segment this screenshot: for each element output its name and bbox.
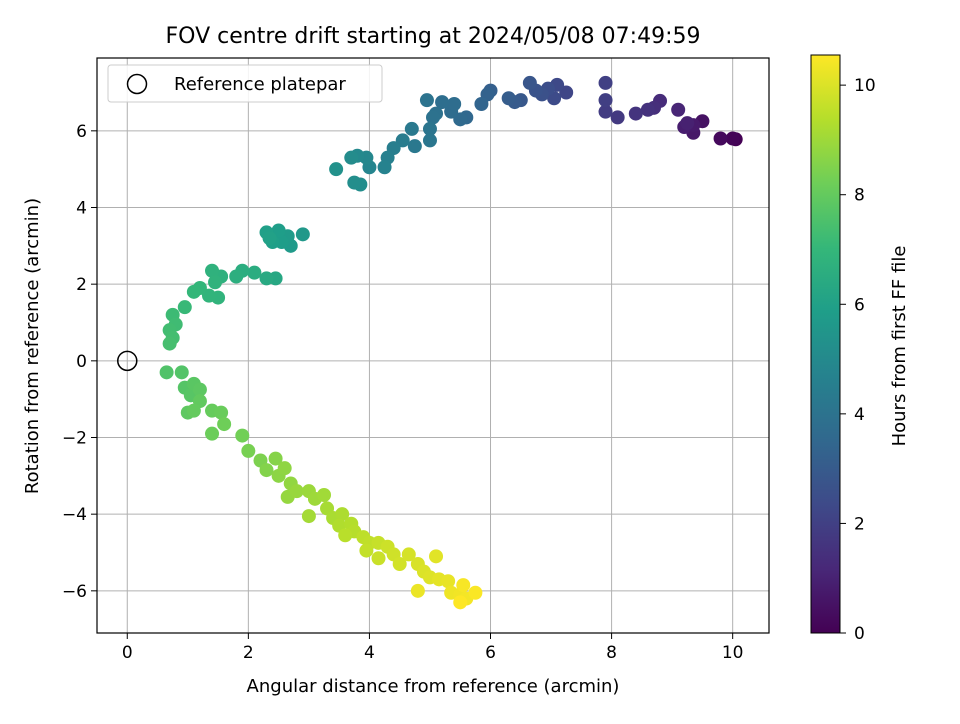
colorbar — [810, 54, 841, 634]
data-point — [235, 428, 250, 443]
x-tick-label: 0 — [122, 643, 133, 663]
data-point — [192, 382, 207, 397]
data-point — [628, 106, 643, 121]
data-point — [610, 110, 625, 125]
data-point — [598, 104, 613, 119]
reference-point — [117, 350, 138, 372]
y-axis-ticks: −6 −4 −2 0 2 4 6 — [62, 122, 97, 602]
data-point — [335, 507, 350, 522]
data-point — [317, 488, 332, 502]
y-tick-label: 4 — [76, 199, 87, 219]
data-point — [410, 583, 425, 598]
data-point — [468, 585, 483, 600]
data-point — [262, 231, 277, 246]
data-point — [671, 102, 686, 117]
x-axis-label: Angular distance from reference (arcmin) — [247, 676, 620, 697]
data-point — [174, 365, 189, 380]
data-point — [208, 275, 223, 290]
data-point — [453, 595, 468, 610]
data-point — [725, 131, 740, 146]
legend: Reference platepar — [107, 64, 383, 103]
data-point — [229, 269, 244, 284]
data-point — [295, 227, 310, 242]
data-point — [426, 110, 440, 125]
data-points — [159, 75, 743, 610]
data-point — [186, 403, 201, 418]
y-tick-label: −4 — [62, 505, 87, 525]
colorbar-tick-label: 0 — [854, 624, 865, 644]
colorbar-label: Hours from first FF file — [889, 246, 910, 447]
data-point — [401, 547, 416, 562]
data-point — [392, 557, 407, 571]
x-tick-label: 4 — [364, 643, 375, 663]
data-point — [344, 150, 359, 165]
x-tick-label: 10 — [722, 643, 744, 663]
data-point — [435, 95, 450, 110]
data-point — [162, 336, 177, 351]
colorbar-ticks: 0 2 4 6 8 10 — [840, 76, 876, 644]
legend-label: Reference platepar — [174, 74, 346, 95]
data-point — [268, 451, 283, 466]
y-tick-label: 0 — [76, 352, 87, 372]
data-point — [289, 484, 304, 499]
colorbar-tick-label: 10 — [854, 76, 876, 96]
data-point — [277, 461, 292, 476]
y-tick-label: −2 — [62, 429, 87, 449]
data-point — [159, 365, 174, 380]
data-point — [640, 102, 655, 117]
x-tick-label: 8 — [606, 643, 617, 663]
data-point — [422, 133, 437, 148]
chart-title: FOV centre drift starting at 2024/05/08 … — [166, 24, 701, 49]
y-tick-label: 6 — [76, 122, 87, 142]
colorbar-tick-label: 4 — [854, 405, 865, 425]
data-point — [404, 121, 419, 136]
y-tick-label: −6 — [62, 582, 87, 602]
legend-open-circle-marker — [126, 73, 148, 95]
legend-box — [107, 64, 383, 103]
data-point — [680, 116, 695, 131]
data-point — [441, 574, 456, 589]
data-point — [713, 131, 728, 146]
data-point — [329, 162, 344, 177]
data-point — [205, 426, 220, 441]
data-point — [422, 121, 437, 136]
x-tick-label: 2 — [243, 643, 254, 663]
data-point — [177, 300, 192, 315]
colorbar-tick-label: 8 — [854, 186, 865, 206]
colorbar-tick-label: 2 — [854, 514, 865, 534]
data-point — [241, 443, 256, 458]
y-axis-label: Rotation from reference (arcmin) — [22, 198, 43, 494]
data-point — [359, 543, 374, 558]
data-point — [259, 271, 274, 286]
data-point — [186, 284, 201, 299]
data-point — [456, 578, 471, 593]
data-point — [217, 417, 232, 432]
data-point — [214, 405, 229, 420]
x-tick-label: 6 — [485, 643, 496, 663]
data-point — [407, 139, 422, 154]
plot-frame — [96, 57, 770, 634]
data-point — [205, 263, 220, 278]
data-point — [347, 175, 362, 190]
data-point — [429, 549, 444, 564]
data-point — [247, 265, 262, 280]
colorbar-tick-label: 6 — [854, 295, 865, 315]
data-point — [501, 91, 516, 106]
data-point — [259, 463, 274, 478]
data-point — [474, 97, 489, 111]
data-point — [522, 75, 537, 90]
reference-marker — [117, 350, 138, 372]
data-point — [419, 93, 434, 108]
data-point — [598, 75, 613, 90]
data-point — [301, 509, 316, 524]
data-point — [338, 528, 353, 543]
x-axis-ticks: 0 2 4 6 8 10 — [122, 633, 744, 663]
data-point — [598, 93, 613, 108]
data-point — [371, 551, 386, 566]
data-point — [447, 97, 462, 111]
y-tick-label: 2 — [76, 275, 87, 295]
data-point — [377, 160, 392, 175]
